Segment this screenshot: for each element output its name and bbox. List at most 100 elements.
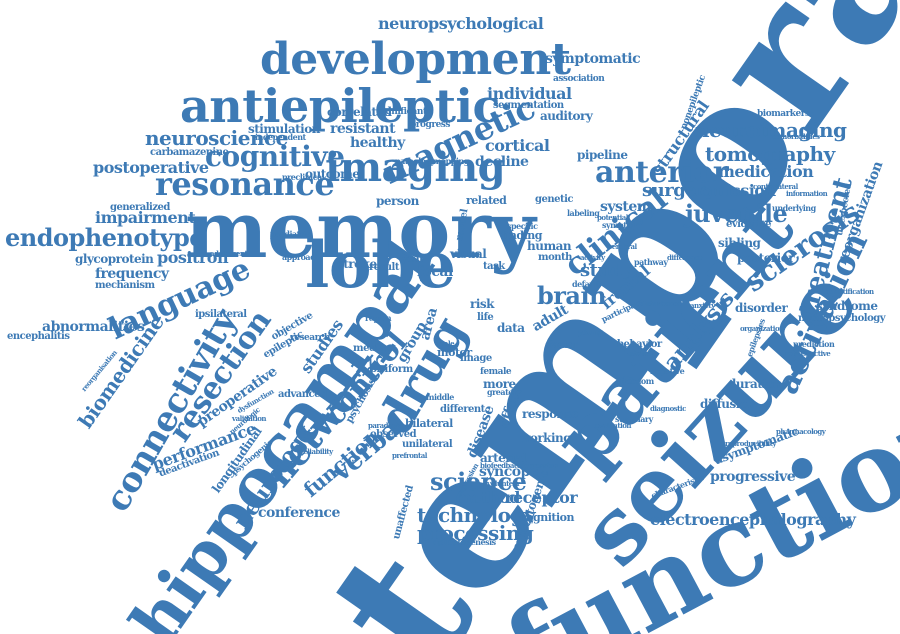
word-pathology: pathology — [395, 156, 435, 166]
word-statistic: statistic — [630, 349, 658, 358]
word-volunteer: volunteer — [487, 479, 520, 488]
word-pharmacology: pharmacology — [776, 427, 826, 436]
word-image: image — [460, 353, 492, 364]
word-duration: duration — [728, 377, 783, 391]
word-evidence: evidence — [726, 219, 772, 230]
word-encephalitis: encephalitis — [7, 331, 70, 342]
word-focal: focal — [417, 264, 453, 280]
word-endophenotype: endophenotype — [5, 223, 205, 252]
word-behavior: behavior — [617, 339, 662, 350]
word-month: month — [538, 252, 572, 263]
word-diagnostic: diagnostic — [650, 404, 686, 413]
word-working: working — [520, 431, 572, 445]
word-neuroscience: neuroscience — [145, 126, 288, 150]
word-paediatric: paediatric — [270, 229, 311, 239]
word-risk: risk — [470, 297, 494, 311]
word-electroencephalography: electroencephalography — [650, 510, 856, 529]
word-more: more — [483, 377, 516, 391]
word-posterior: posterior — [737, 251, 795, 265]
word-neuropsychological: neuropsychological — [378, 14, 544, 33]
word-stroke: stroke — [337, 257, 377, 271]
word-reliability: reliability — [300, 447, 333, 456]
word-genetic: genetic — [535, 194, 574, 205]
word-underlying: underlying — [772, 203, 816, 213]
word-reproducibility: reproducibility — [725, 439, 776, 448]
word-observed: observed — [370, 429, 417, 440]
word-cortical: cortical — [485, 136, 550, 155]
word-research: research — [290, 333, 330, 343]
word-evaluation: evaluation — [595, 421, 632, 430]
word-ipsilateral: ipsilateral — [195, 309, 247, 320]
word-adolescent: adolescent — [210, 249, 248, 258]
word-cognitive: cognitive — [205, 140, 345, 173]
word-default: default — [572, 279, 601, 289]
word-surgery: surgery — [642, 180, 716, 201]
word-method: method — [455, 488, 521, 507]
word-syndrome: syndrome — [816, 299, 878, 313]
word-female: female — [480, 367, 512, 377]
word-finding: finding — [501, 229, 542, 242]
word-significant: significant — [378, 107, 427, 117]
word-pathway: pathway — [634, 257, 668, 267]
word-decline: decline — [475, 154, 529, 170]
word-progressive: progressive — [710, 469, 796, 485]
word-association: association — [553, 74, 605, 84]
word-pipeline: pipeline — [577, 148, 628, 162]
word-validation: validation — [232, 414, 267, 423]
word-emission: emission — [700, 181, 776, 200]
word-receptor: receptor — [505, 488, 578, 507]
word-paradigm: paradigm — [368, 421, 402, 430]
word-diffusion: diffusion — [700, 397, 756, 411]
word-tomography: tomography — [705, 142, 835, 166]
word-stimulation: stimulation — [248, 122, 320, 136]
word-data: data — [497, 321, 525, 335]
word-labeling: labeling — [567, 208, 600, 218]
word-study: study — [580, 260, 633, 281]
word-person: person — [376, 194, 419, 208]
word-carbamazepine: carbamazepine — [150, 147, 229, 158]
word-cerebral: cerebral — [608, 242, 637, 251]
word-arterial: arterial — [480, 451, 527, 465]
word-greater: greater — [487, 387, 517, 397]
word-organization: organization — [740, 324, 784, 333]
word-prefrontal: prefrontal — [392, 451, 427, 460]
word-correlated: correlated — [327, 105, 392, 119]
word-advanced: advanced — [278, 389, 327, 400]
word-related: related — [466, 194, 507, 207]
word-median: median — [353, 343, 392, 354]
word-mapping: mapping — [433, 156, 469, 166]
word-task: task — [483, 261, 505, 272]
word-summary: summary — [615, 414, 653, 424]
word-freedom: freedom — [620, 376, 654, 386]
word-generalized: generalized — [110, 202, 170, 213]
word-medication: medication — [718, 162, 814, 181]
word-male: male — [437, 339, 455, 348]
word-processing: processing — [417, 521, 534, 545]
word-segmentation: segmentation — [493, 100, 564, 111]
word-biomarkers: biomarkers — [757, 109, 810, 119]
word-healthy: healthy — [350, 135, 405, 151]
word-progress: progress — [410, 120, 450, 130]
word-activity: activity — [580, 253, 605, 262]
word-abnormalities: abnormalities — [42, 319, 145, 335]
word-mechanism: mechanism — [95, 280, 155, 291]
word-different: different — [440, 404, 485, 415]
word-anterior: anterior — [595, 155, 729, 190]
word-resonance: resonance — [155, 165, 335, 203]
word-biofeedback: biofeedback — [480, 461, 523, 470]
word-science: science — [430, 467, 527, 496]
word-motor: motor — [437, 346, 472, 359]
word-life: life — [477, 312, 494, 323]
word-year: year — [402, 254, 424, 265]
word-negative: negative — [650, 366, 685, 376]
word-symptom: symptom — [602, 220, 640, 230]
word-development: development — [260, 34, 571, 85]
word-impairment: impairment — [95, 208, 196, 227]
word-auditory: auditory — [540, 109, 593, 123]
word-quantification: quantification — [825, 287, 874, 296]
word-imaging: imaging — [325, 144, 506, 191]
word-memory: memory — [185, 185, 536, 276]
word-neuroimaging: neuroimaging — [695, 118, 847, 142]
word-conference: conference — [258, 505, 340, 521]
word-outcome: outcome — [305, 167, 360, 181]
